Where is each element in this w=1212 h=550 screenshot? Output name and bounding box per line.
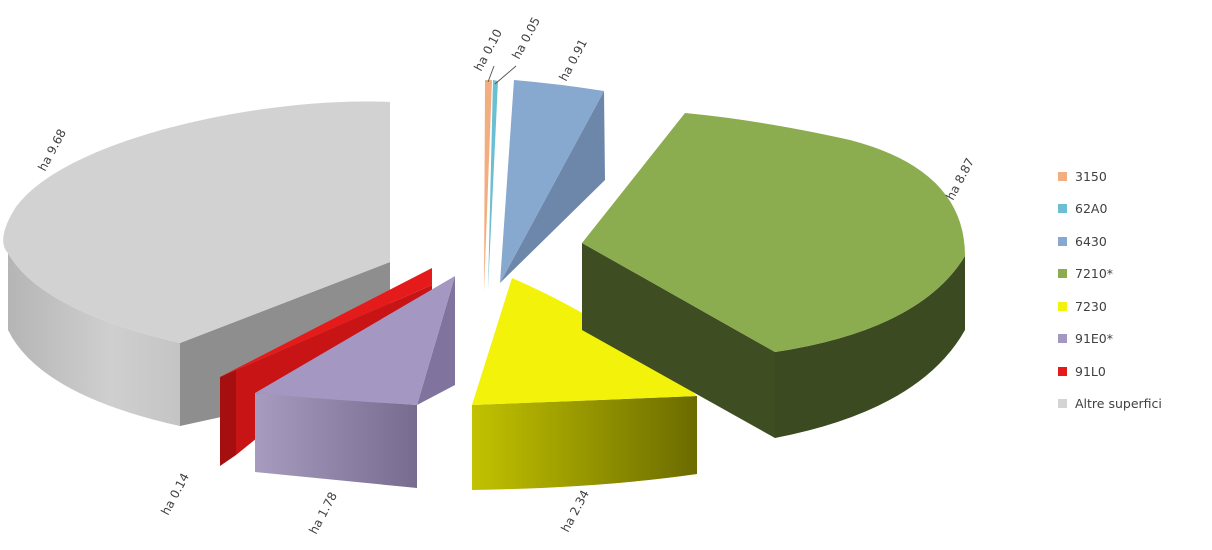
data-label-91l0: ha 0.14 — [158, 471, 192, 518]
slice-7230 — [472, 278, 697, 490]
legend-item-7210: 7210* — [1058, 258, 1208, 291]
legend-label: Altre superfici — [1075, 396, 1162, 412]
legend-label: 7210* — [1075, 266, 1114, 282]
slice-7210 — [582, 113, 965, 438]
slice-top — [484, 80, 492, 292]
slice-side — [472, 396, 697, 490]
legend-label: 62A0 — [1075, 201, 1108, 217]
legend: 3150 62A0 6430 7210* 7230 91E0* 91L0 Alt… — [1058, 160, 1208, 420]
slice-3150 — [484, 80, 492, 292]
slice-top — [220, 268, 432, 377]
slice-side — [500, 91, 605, 283]
legend-item-altre-superfici: Altre superfici — [1058, 388, 1208, 421]
legend-label: 91L0 — [1075, 363, 1106, 379]
data-label-7230: ha 2.34 — [558, 488, 592, 535]
legend-swatch — [1058, 334, 1067, 344]
legend-item-6430: 6430 — [1058, 225, 1208, 258]
data-label-7210: ha 8.87 — [943, 156, 977, 203]
slice-top — [472, 278, 697, 405]
leader-line-3150 — [487, 65, 495, 83]
legend-swatch — [1058, 204, 1067, 214]
legend-swatch — [1058, 301, 1067, 311]
data-label-62a0: ha 0.05 — [509, 15, 543, 62]
legend-label: 91E0* — [1075, 331, 1114, 347]
legend-item-91e0: 91E0* — [1058, 323, 1208, 356]
slice-side — [220, 370, 236, 466]
data-label-3150: ha 0.10 — [471, 27, 505, 74]
legend-swatch — [1058, 399, 1067, 409]
slice-62a0 — [488, 80, 498, 290]
data-label-6430: ha 0.91 — [556, 37, 590, 84]
slice-6430 — [500, 80, 605, 283]
slice-top — [582, 113, 965, 352]
leader-line-62a0 — [494, 65, 517, 85]
legend-label: 7230 — [1075, 298, 1107, 314]
legend-item-3150: 3150 — [1058, 160, 1208, 193]
legend-label: 3150 — [1075, 168, 1107, 184]
legend-swatch — [1058, 366, 1067, 376]
data-label-91e0: ha 1.78 — [306, 490, 340, 537]
slice-side — [775, 256, 965, 438]
legend-swatch — [1058, 269, 1067, 279]
slice-top — [255, 276, 455, 405]
legend-swatch — [1058, 236, 1067, 246]
slice-top — [488, 80, 498, 290]
slice-side — [582, 243, 775, 438]
legend-item-7230: 7230 — [1058, 290, 1208, 323]
slice-top — [3, 101, 390, 343]
data-label-altre: ha 9.68 — [35, 127, 69, 174]
legend-item-62a0: 62A0 — [1058, 193, 1208, 226]
slice-side — [255, 393, 417, 488]
legend-swatch — [1058, 171, 1067, 181]
slice-top — [500, 80, 604, 283]
slice-91e0 — [255, 276, 455, 488]
legend-item-91l0: 91L0 — [1058, 355, 1208, 388]
slice-side — [8, 253, 180, 426]
legend-label: 6430 — [1075, 233, 1107, 249]
